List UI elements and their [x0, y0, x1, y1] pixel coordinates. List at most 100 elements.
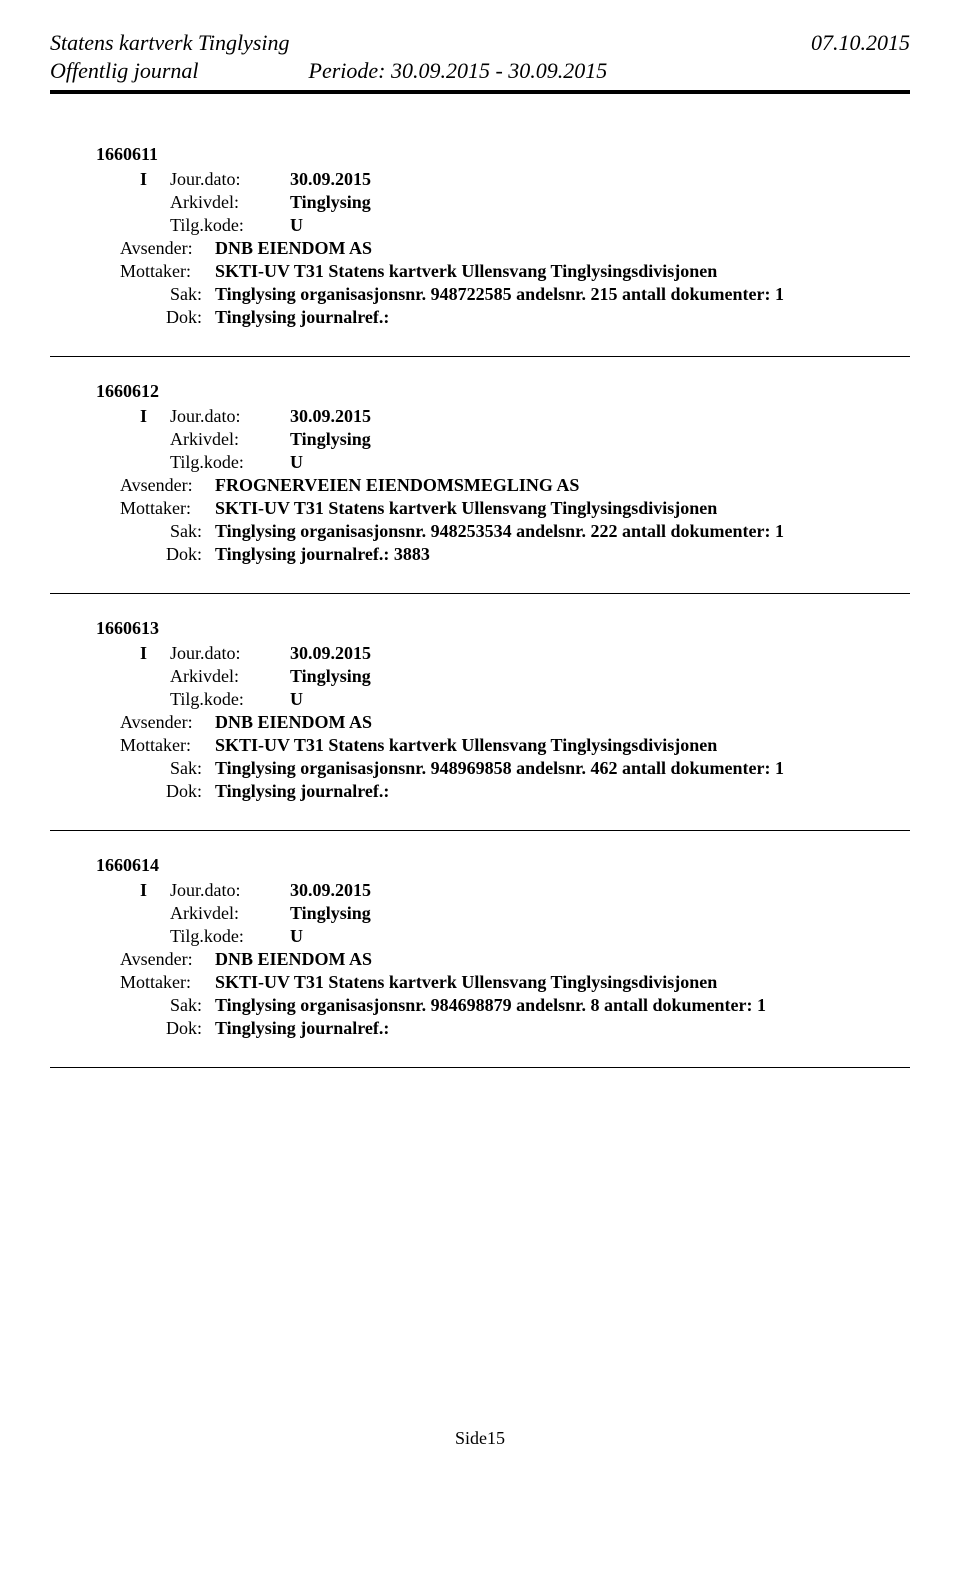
- value-sak: Tinglysing organisasjonsnr. 948969858 an…: [215, 758, 910, 779]
- entry-separator: [50, 830, 910, 831]
- label-sak: Sak:: [170, 521, 215, 542]
- entries-container: 1660611IJour.dato:30.09.2015Arkivdel:Tin…: [50, 144, 910, 1068]
- entry-row-tilgkode: Tilg.kode:U: [50, 689, 910, 710]
- header-period: Periode: 30.09.2015 - 30.09.2015: [309, 58, 608, 84]
- value-jourdato: 30.09.2015: [290, 880, 371, 901]
- header-title: Statens kartverk Tinglysing: [50, 30, 910, 56]
- value-dok: Tinglysing journalref.:: [215, 1018, 910, 1039]
- value-jourdato: 30.09.2015: [290, 406, 371, 427]
- label-avsender: Avsender:: [120, 949, 215, 970]
- label-avsender: Avsender:: [120, 238, 215, 259]
- entry-separator: [50, 356, 910, 357]
- entry-row-mottaker: Mottaker:SKTI-UV T31 Statens kartverk Ul…: [120, 972, 910, 993]
- label-avsender: Avsender:: [120, 475, 215, 496]
- value-arkivdel: Tinglysing: [290, 429, 371, 450]
- entry-row-dok: Dok:Tinglysing journalref.:: [166, 307, 910, 328]
- value-avsender: FROGNERVEIEN EIENDOMSMEGLING AS: [215, 475, 910, 496]
- label-sak: Sak:: [170, 284, 215, 305]
- entry-row-avsender: Avsender:DNB EIENDOM AS: [120, 712, 910, 733]
- value-mottaker: SKTI-UV T31 Statens kartverk Ullensvang …: [215, 972, 910, 993]
- entry-id: 1660614: [96, 855, 910, 876]
- header-subtitle: Offentlig journal: [50, 58, 199, 84]
- entry-row-mottaker: Mottaker:SKTI-UV T31 Statens kartverk Ul…: [120, 261, 910, 282]
- label-jourdato: Jour.dato:: [170, 643, 290, 664]
- entry-row-avsender: Avsender:DNB EIENDOM AS: [120, 238, 910, 259]
- label-mottaker: Mottaker:: [120, 735, 215, 756]
- label-arkivdel: Arkivdel:: [170, 666, 290, 687]
- journal-entry: 1660613IJour.dato:30.09.2015Arkivdel:Tin…: [50, 618, 910, 802]
- value-mottaker: SKTI-UV T31 Statens kartverk Ullensvang …: [215, 735, 910, 756]
- header-date: 07.10.2015: [811, 30, 910, 56]
- label-mottaker: Mottaker:: [120, 498, 215, 519]
- value-sak: Tinglysing organisasjonsnr. 984698879 an…: [215, 995, 910, 1016]
- value-avsender: DNB EIENDOM AS: [215, 238, 910, 259]
- entry-row-sak: Sak:Tinglysing organisasjonsnr. 94872258…: [170, 284, 910, 305]
- entry-row-arkivdel: Arkivdel:Tinglysing: [50, 666, 910, 687]
- value-arkivdel: Tinglysing: [290, 666, 371, 687]
- label-dok: Dok:: [166, 307, 215, 328]
- entry-id: 1660613: [96, 618, 910, 639]
- entry-row-jourdato: IJour.dato:30.09.2015: [50, 406, 910, 427]
- entry-row-mottaker: Mottaker:SKTI-UV T31 Statens kartverk Ul…: [120, 498, 910, 519]
- entry-row-arkivdel: Arkivdel:Tinglysing: [50, 192, 910, 213]
- entry-row-arkivdel: Arkivdel:Tinglysing: [50, 429, 910, 450]
- entry-type: I: [140, 169, 170, 190]
- entry-row-avsender: Avsender:DNB EIENDOM AS: [120, 949, 910, 970]
- value-arkivdel: Tinglysing: [290, 192, 371, 213]
- header-rule: [50, 90, 910, 94]
- entry-separator: [50, 1067, 910, 1068]
- journal-entry: 1660614IJour.dato:30.09.2015Arkivdel:Tin…: [50, 855, 910, 1039]
- label-arkivdel: Arkivdel:: [170, 903, 290, 924]
- label-tilgkode: Tilg.kode:: [170, 452, 290, 473]
- entry-row-sak: Sak:Tinglysing organisasjonsnr. 98469887…: [170, 995, 910, 1016]
- label-dok: Dok:: [166, 781, 215, 802]
- value-tilgkode: U: [290, 689, 303, 710]
- entry-row-dok: Dok:Tinglysing journalref.: 3883: [166, 544, 910, 565]
- value-jourdato: 30.09.2015: [290, 169, 371, 190]
- label-dok: Dok:: [166, 1018, 215, 1039]
- label-tilgkode: Tilg.kode:: [170, 215, 290, 236]
- value-dok: Tinglysing journalref.:: [215, 307, 910, 328]
- entry-row-avsender: Avsender:FROGNERVEIEN EIENDOMSMEGLING AS: [120, 475, 910, 496]
- value-arkivdel: Tinglysing: [290, 903, 371, 924]
- label-jourdato: Jour.dato:: [170, 169, 290, 190]
- value-avsender: DNB EIENDOM AS: [215, 949, 910, 970]
- entry-row-dok: Dok:Tinglysing journalref.:: [166, 781, 910, 802]
- value-sak: Tinglysing organisasjonsnr. 948722585 an…: [215, 284, 910, 305]
- label-jourdato: Jour.dato:: [170, 406, 290, 427]
- value-tilgkode: U: [290, 926, 303, 947]
- entry-row-tilgkode: Tilg.kode:U: [50, 926, 910, 947]
- journal-entry: 1660611IJour.dato:30.09.2015Arkivdel:Tin…: [50, 144, 910, 328]
- label-dok: Dok:: [166, 544, 215, 565]
- entry-row-jourdato: IJour.dato:30.09.2015: [50, 880, 910, 901]
- label-sak: Sak:: [170, 758, 215, 779]
- value-tilgkode: U: [290, 215, 303, 236]
- entry-separator: [50, 593, 910, 594]
- entry-row-arkivdel: Arkivdel:Tinglysing: [50, 903, 910, 924]
- entry-row-tilgkode: Tilg.kode:U: [50, 452, 910, 473]
- entry-type: I: [140, 643, 170, 664]
- label-arkivdel: Arkivdel:: [170, 429, 290, 450]
- label-mottaker: Mottaker:: [120, 972, 215, 993]
- value-avsender: DNB EIENDOM AS: [215, 712, 910, 733]
- label-mottaker: Mottaker:: [120, 261, 215, 282]
- value-mottaker: SKTI-UV T31 Statens kartverk Ullensvang …: [215, 498, 910, 519]
- page-header: Statens kartverk Tinglysing 07.10.2015 O…: [50, 30, 910, 84]
- entry-row-sak: Sak:Tinglysing organisasjonsnr. 94896985…: [170, 758, 910, 779]
- label-tilgkode: Tilg.kode:: [170, 926, 290, 947]
- value-jourdato: 30.09.2015: [290, 643, 371, 664]
- value-dok: Tinglysing journalref.:: [215, 781, 910, 802]
- label-sak: Sak:: [170, 995, 215, 1016]
- entry-type: I: [140, 880, 170, 901]
- page-footer: Side15: [50, 1428, 910, 1449]
- entry-row-tilgkode: Tilg.kode:U: [50, 215, 910, 236]
- label-avsender: Avsender:: [120, 712, 215, 733]
- entry-id: 1660612: [96, 381, 910, 402]
- entry-id: 1660611: [96, 144, 910, 165]
- value-tilgkode: U: [290, 452, 303, 473]
- label-arkivdel: Arkivdel:: [170, 192, 290, 213]
- entry-row-sak: Sak:Tinglysing organisasjonsnr. 94825353…: [170, 521, 910, 542]
- value-mottaker: SKTI-UV T31 Statens kartverk Ullensvang …: [215, 261, 910, 282]
- header-subrow: Offentlig journal Periode: 30.09.2015 - …: [50, 58, 910, 84]
- label-jourdato: Jour.dato:: [170, 880, 290, 901]
